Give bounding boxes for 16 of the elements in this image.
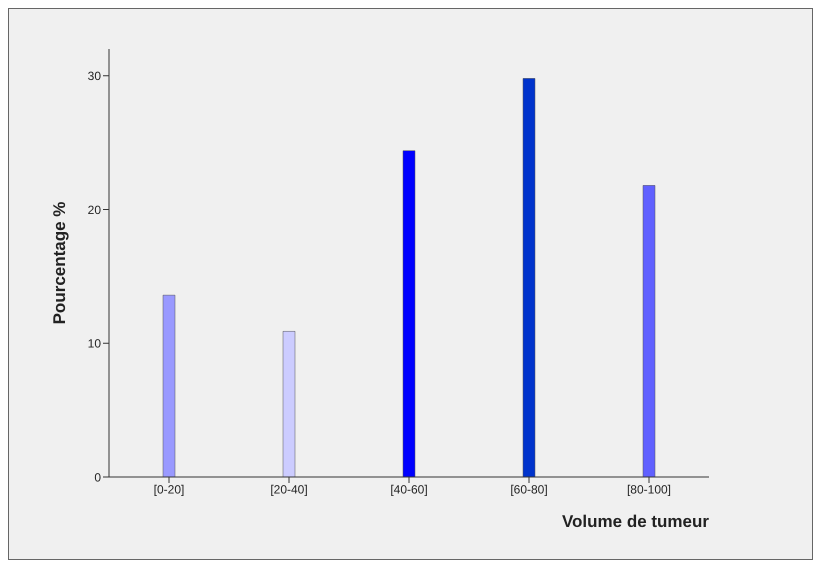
x-tick-label: [60-80] bbox=[510, 482, 548, 497]
bar bbox=[402, 150, 416, 477]
bar bbox=[162, 294, 176, 477]
x-tick-label: [0-20] bbox=[154, 482, 184, 497]
y-tick-label: 20 bbox=[88, 202, 102, 217]
y-axis-title: Pourcentage % bbox=[50, 202, 70, 324]
y-tick-label: 30 bbox=[88, 69, 102, 84]
bar bbox=[642, 185, 656, 477]
x-tick-label: [80-100] bbox=[626, 482, 672, 497]
x-axis-title: Volume de tumeur bbox=[562, 512, 710, 531]
x-tick-label: [20-40] bbox=[270, 482, 308, 497]
y-tick-label: 10 bbox=[88, 336, 102, 351]
bar bbox=[522, 78, 536, 477]
y-tick-label: 0 bbox=[94, 470, 102, 484]
x-tick-label: [40-60] bbox=[390, 482, 428, 497]
bar bbox=[282, 330, 296, 477]
